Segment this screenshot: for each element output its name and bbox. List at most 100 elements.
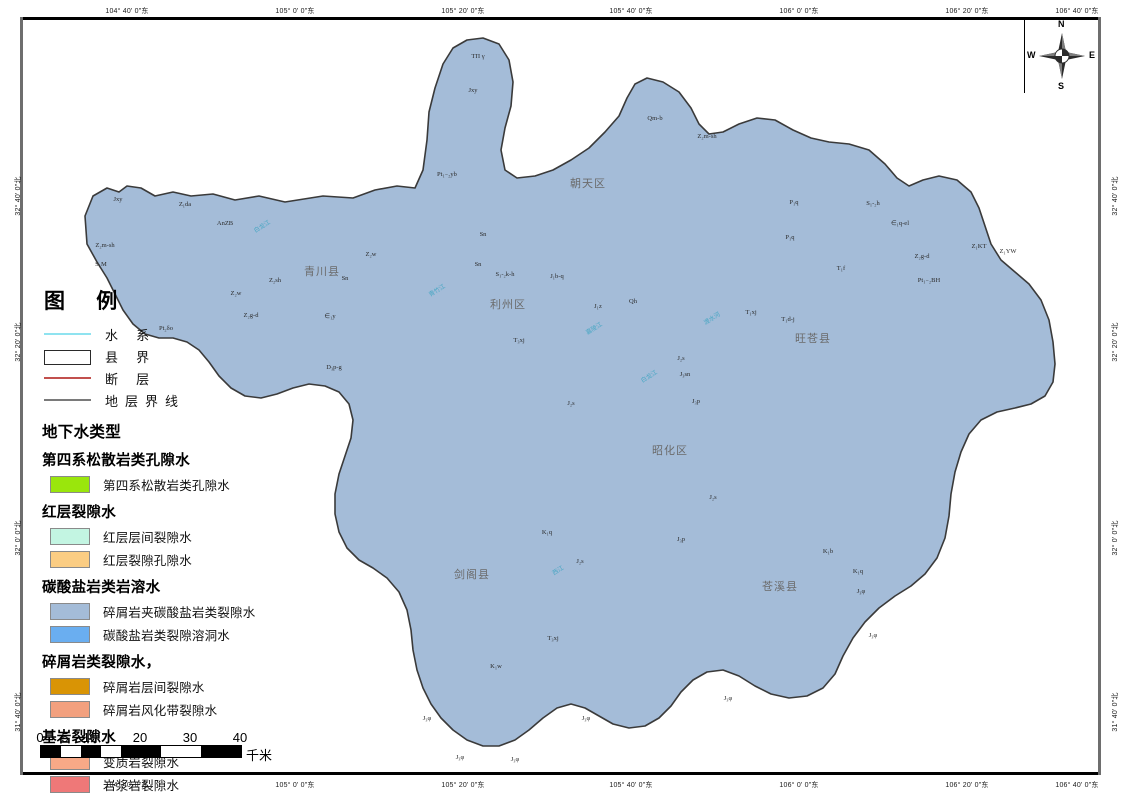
geologic-unit-label: Qh <box>629 298 638 305</box>
legend-color-swatch <box>50 602 90 620</box>
legend-line-item-county-boundary[interactable]: 县 界 <box>42 346 287 366</box>
neatline-left <box>20 17 23 775</box>
geologic-unit-label: J₃p <box>677 536 685 543</box>
longitude-tick-label: 105° 40' 0"东 <box>609 8 653 15</box>
geologic-unit-label: K₁w <box>490 663 502 670</box>
scale-bar-numbers: 0 5 10 20 30 40 <box>36 730 290 745</box>
scale-tick-label: 5 <box>61 730 69 745</box>
north-arrow: N S W E <box>1024 19 1099 93</box>
latitude-tick-label: 32° 40' 0"北 <box>15 176 22 216</box>
scale-tick-label: 30 <box>182 730 198 745</box>
longitude-tick-label: 106° 0' 0"东 <box>779 8 819 15</box>
place-label: 旺苍县 <box>795 332 831 345</box>
legend-swatch-label: 红层裂隙孔隙水 <box>103 552 192 568</box>
legend-swatch-label: 变质岩裂隙水 <box>103 754 180 770</box>
legend-line-label: 水 系 <box>105 328 157 344</box>
legend-line-item-fault[interactable]: 断 层 <box>42 368 287 388</box>
scale-bar-segment <box>61 746 81 757</box>
legend-swatch-label: 碎屑岩风化带裂隙水 <box>103 702 218 718</box>
legend-swatch-item[interactable]: 岩浆岩裂隙水 <box>42 774 287 794</box>
longitude-tick-label: 105° 20' 0"东 <box>441 8 485 15</box>
scale-bar-segment <box>201 746 241 757</box>
legend-color-swatch <box>50 775 90 793</box>
scale-bar: 0 5 10 20 30 40 千米 <box>36 730 290 764</box>
legend-swatch-item[interactable]: 第四系松散岩类孔隙水 <box>42 474 287 494</box>
geologic-unit-label: J₂s <box>567 400 575 407</box>
scale-tick-label: 40 <box>232 730 248 745</box>
map-geology-layer <box>23 20 1098 772</box>
geologic-unit-label: T₁f <box>837 265 846 272</box>
geologic-unit-label: Qm-b <box>647 115 662 122</box>
geologic-unit-label: Z₁YW <box>999 248 1017 255</box>
legend-swatch-item[interactable]: 碎屑岩层间裂隙水 <box>42 676 287 696</box>
scale-bar-segment <box>161 746 201 757</box>
scale-bar-graphic <box>40 745 242 758</box>
legend-line-item-stratum-boundary[interactable]: 地层界线 <box>42 390 287 410</box>
scale-bar-segment <box>41 746 61 757</box>
neatline-top <box>20 17 1101 20</box>
geologic-unit-label: Z₂w <box>366 251 377 258</box>
longitude-tick-label: 105° 40' 0"东 <box>609 782 653 789</box>
legend-line-item-water-system[interactable]: 水 系 <box>42 324 287 344</box>
legend-swatch-item[interactable]: 碳酸盐岩类裂隙溶洞水 <box>42 624 287 644</box>
fault-symbol <box>44 371 91 385</box>
longitude-tick-label: 106° 0' 0"东 <box>779 782 819 789</box>
place-label: 利州区 <box>490 298 526 311</box>
geologic-unit-label: J₃φ <box>724 695 733 702</box>
geologic-unit-label: J₁b-q <box>550 273 564 280</box>
geologic-unit-label: ∈₁y <box>324 313 336 320</box>
legend-color-swatch <box>50 625 90 643</box>
longitude-tick-label: 104° 40' 0"东 <box>105 782 149 789</box>
geologic-unit-label: Pt₁₋₂BH <box>918 277 941 284</box>
geologic-unit-label: J₁z <box>594 303 602 310</box>
legend-color-swatch <box>50 475 90 493</box>
geologic-unit-label: Jxy <box>468 87 478 94</box>
legend-swatch-item[interactable]: 碎屑岩夹碳酸盐岩类裂隙水 <box>42 601 287 621</box>
legend-color-swatch <box>50 550 90 568</box>
outside-mask <box>23 20 1098 772</box>
longitude-tick-label: 106° 20' 0"东 <box>945 782 989 789</box>
legend-color-swatch <box>50 677 90 695</box>
geologic-unit-label: Z₁KT <box>972 243 987 250</box>
geologic-unit-label: J₃φ <box>869 632 878 639</box>
legend-group-heading: 红层裂隙水 <box>42 505 116 521</box>
latitude-tick-label: 31° 40' 0"北 <box>1112 692 1119 732</box>
longitude-tick-label: 105° 20' 0"东 <box>441 782 485 789</box>
neatline-right <box>1098 17 1101 775</box>
legend-swatch-item[interactable]: 红层层间裂隙水 <box>42 526 287 546</box>
longitude-tick-label: 104° 40' 0"东 <box>105 8 149 15</box>
place-label: 昭化区 <box>652 443 688 457</box>
legend-swatch-item[interactable]: 红层裂隙孔隙水 <box>42 549 287 569</box>
geologic-unit-label: K₁q <box>853 568 864 575</box>
geologic-unit-label: Pt₂δo <box>159 325 173 332</box>
longitude-tick-label: 106° 40' 0"东 <box>1055 782 1099 789</box>
compass-east-label: E <box>1089 50 1096 60</box>
geologic-unit-label: Sn <box>342 275 350 282</box>
legend-group-heading: 基岩裂隙水 <box>42 730 116 746</box>
geologic-unit-label: J₃φ <box>423 715 432 722</box>
geologic-unit-label: K₁q <box>542 529 553 536</box>
legend-line-items: 水 系县 界断 层地层界线 <box>42 324 287 410</box>
stratum-boundary-symbol <box>44 393 91 407</box>
legend-swatch-label: 岩浆岩裂隙水 <box>103 777 180 793</box>
compass-west-label: W <box>1027 50 1036 60</box>
geologic-unit-label: T₃xj <box>547 635 558 642</box>
county-boundary-symbol <box>44 349 91 365</box>
latitude-tick-label: 32° 0' 0"北 <box>1112 520 1119 556</box>
geologic-unit-label: ∈₁q-el <box>891 220 909 227</box>
geologic-unit-label: S₁M <box>95 261 107 268</box>
legend-color-swatch <box>50 527 90 545</box>
geologic-unit-label: S₁-₂k-h <box>496 271 516 278</box>
place-label: 朝天区 <box>570 177 606 190</box>
geologic-unit-label: J₃φ <box>456 754 465 761</box>
longitude-tick-label: 106° 20' 0"东 <box>945 8 989 15</box>
geologic-unit-label: J₂s <box>677 355 685 362</box>
scale-bar-segment <box>81 746 101 757</box>
legend-swatch-label: 碎屑岩层间裂隙水 <box>103 679 205 695</box>
legend-swatch-label: 碎屑岩夹碳酸盐岩类裂隙水 <box>103 604 256 620</box>
latitude-tick-label: 32° 20' 0"北 <box>1112 322 1119 362</box>
latitude-tick-label: 32° 0' 0"北 <box>15 520 22 556</box>
legend-swatch-item[interactable]: 碎屑岩风化带裂隙水 <box>42 699 287 719</box>
